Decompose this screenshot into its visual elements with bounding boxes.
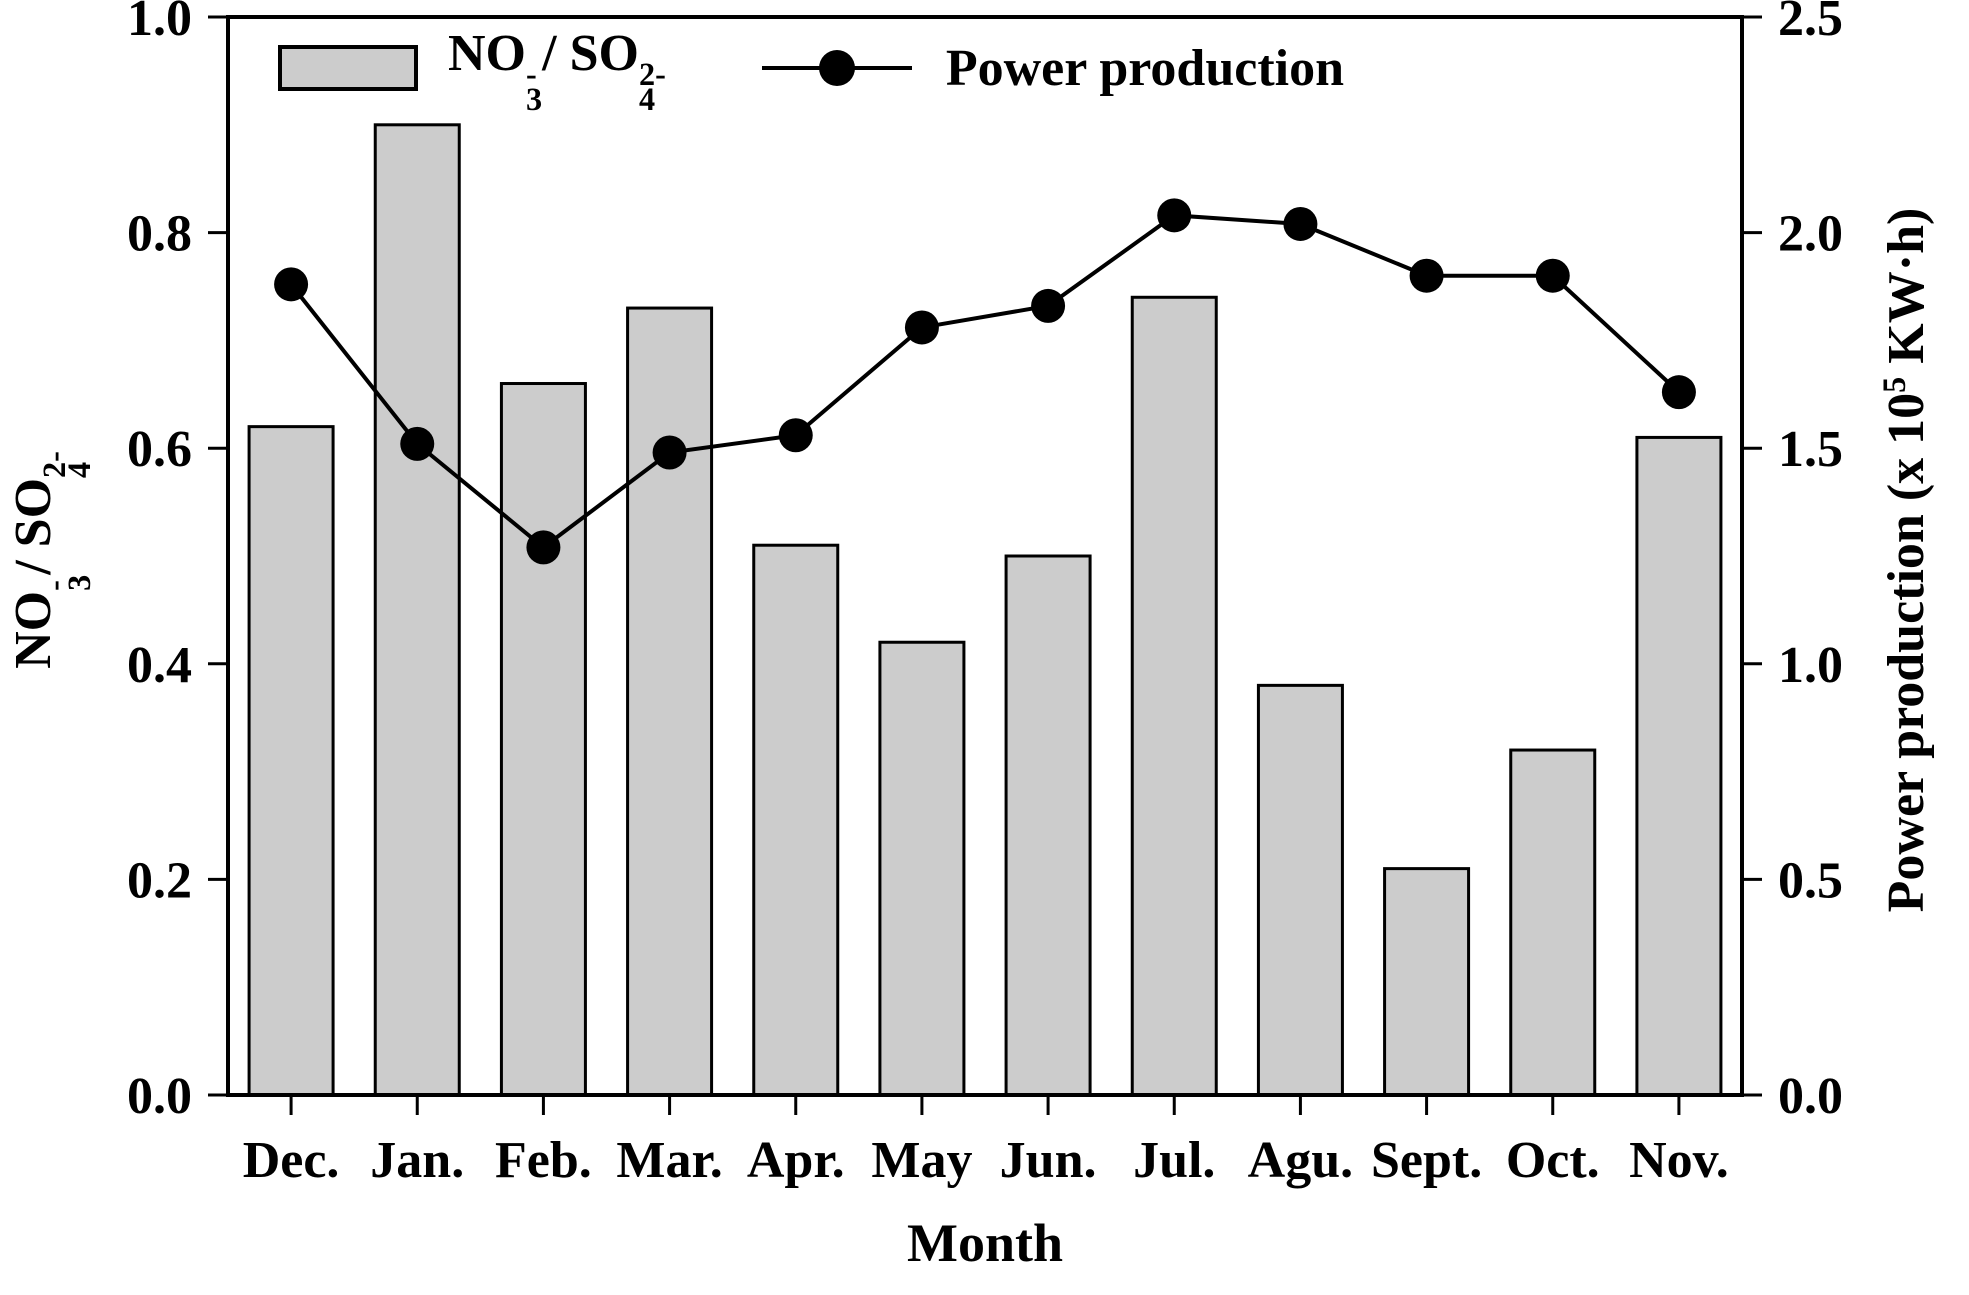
x-axis-tick-label: Oct. bbox=[1506, 1132, 1600, 1189]
subscript: 4 bbox=[638, 80, 656, 117]
legend-bar-label-subsup1: -3 bbox=[526, 55, 543, 117]
bar bbox=[1509, 748, 1597, 1097]
bar bbox=[247, 425, 335, 1097]
x-axis-tick-label: May bbox=[871, 1132, 972, 1189]
power-production-point bbox=[526, 530, 561, 565]
x-axis-tick-label: Apr. bbox=[747, 1132, 845, 1189]
left-axis-tick-label: 0.6 bbox=[127, 421, 192, 478]
bar bbox=[878, 640, 966, 1097]
x-axis-tick-label: Jul. bbox=[1133, 1132, 1215, 1189]
bar bbox=[1130, 295, 1218, 1097]
left-axis-tick-label: 1.0 bbox=[127, 0, 192, 47]
right-axis-title-base2: KW·h) bbox=[1878, 207, 1936, 377]
superscript: - bbox=[526, 55, 537, 92]
x-axis-tick-label: Feb. bbox=[495, 1132, 592, 1189]
legend: NO -3/ SO 2- 4 Power production bbox=[278, 25, 1345, 115]
left-axis-tick-label: 0.4 bbox=[127, 637, 192, 694]
power-production-point bbox=[1661, 375, 1696, 410]
bar bbox=[1383, 867, 1471, 1097]
power-production-point bbox=[1535, 258, 1570, 293]
bar bbox=[373, 123, 461, 1097]
right-axis-tick-label: 0.5 bbox=[1778, 852, 1843, 909]
left-axis-title-base1: NO bbox=[5, 590, 63, 669]
power-production-point bbox=[1283, 206, 1318, 241]
right-axis-tick-label: 2.0 bbox=[1778, 206, 1843, 263]
subscript: 3 bbox=[526, 80, 543, 117]
power-production-point bbox=[400, 426, 435, 461]
legend-bar-label-subsup2: 2- 4 bbox=[638, 55, 666, 117]
right-axis-title: Power production (x 105 KW·h) bbox=[1876, 208, 1936, 913]
x-axis-tick-label: Agu. bbox=[1248, 1132, 1353, 1189]
bar bbox=[1256, 683, 1344, 1097]
subscript: 4 bbox=[60, 461, 97, 478]
right-axis-title-base1: Power production (x 10 bbox=[1878, 392, 1936, 913]
left-axis-tick-label: 0.0 bbox=[127, 1068, 192, 1125]
power-production-point bbox=[274, 267, 309, 302]
power-production-point bbox=[1031, 288, 1066, 323]
bar bbox=[626, 306, 714, 1097]
legend-line-marker bbox=[761, 46, 912, 90]
legend-bar-swatch bbox=[278, 45, 418, 91]
x-axis-tick-label: Jan. bbox=[370, 1132, 464, 1189]
bar bbox=[1004, 554, 1092, 1097]
superscript: 2- bbox=[638, 55, 666, 92]
right-axis-tick-label: 1.5 bbox=[1778, 421, 1843, 478]
legend-marker-dot-icon bbox=[818, 50, 855, 86]
left-axis-title-subsup1: -3 bbox=[36, 574, 97, 591]
legend-line-label: Power production bbox=[945, 39, 1345, 97]
plot-frame bbox=[226, 15, 1744, 1097]
bar bbox=[499, 382, 587, 1097]
power-production-point bbox=[904, 310, 939, 345]
x-axis-tick-label: Dec. bbox=[243, 1132, 340, 1189]
right-axis-tick-label: 0.0 bbox=[1778, 1068, 1843, 1125]
right-axis-tick-label: 2.5 bbox=[1778, 0, 1843, 47]
power-production-line bbox=[289, 213, 1681, 550]
x-axis-tick-label: Mar. bbox=[616, 1132, 722, 1189]
legend-bar-label-base1: NO bbox=[448, 25, 526, 83]
left-axis-title-subsup2: 2- 4 bbox=[36, 451, 97, 478]
power-production-point bbox=[778, 418, 813, 453]
x-axis-title: Month bbox=[906, 1213, 1064, 1273]
legend-bar-label: NO -3/ SO 2- 4 bbox=[448, 24, 666, 117]
legend-bar-label-base2: / SO bbox=[542, 25, 639, 83]
power-production-point bbox=[1157, 198, 1192, 233]
left-axis-title-base2: / SO bbox=[5, 477, 63, 575]
bar bbox=[1635, 435, 1723, 1097]
bar bbox=[752, 543, 840, 1097]
subscript: 3 bbox=[60, 574, 97, 591]
x-axis-tick-label: Jun. bbox=[1000, 1132, 1097, 1189]
left-axis-tick-label: 0.8 bbox=[127, 206, 192, 263]
left-axis-title: NO -3/ SO 2- 4 bbox=[4, 451, 97, 669]
x-axis-tick-label: Nov. bbox=[1629, 1132, 1729, 1189]
left-axis-tick-label: 0.2 bbox=[127, 852, 192, 909]
right-axis-tick-label: 1.0 bbox=[1778, 637, 1843, 694]
right-axis-title-exponent: 5 bbox=[1875, 376, 1912, 393]
x-axis-tick-label: Sept. bbox=[1371, 1132, 1482, 1189]
power-production-point bbox=[652, 435, 687, 470]
power-production-point bbox=[1409, 258, 1444, 293]
